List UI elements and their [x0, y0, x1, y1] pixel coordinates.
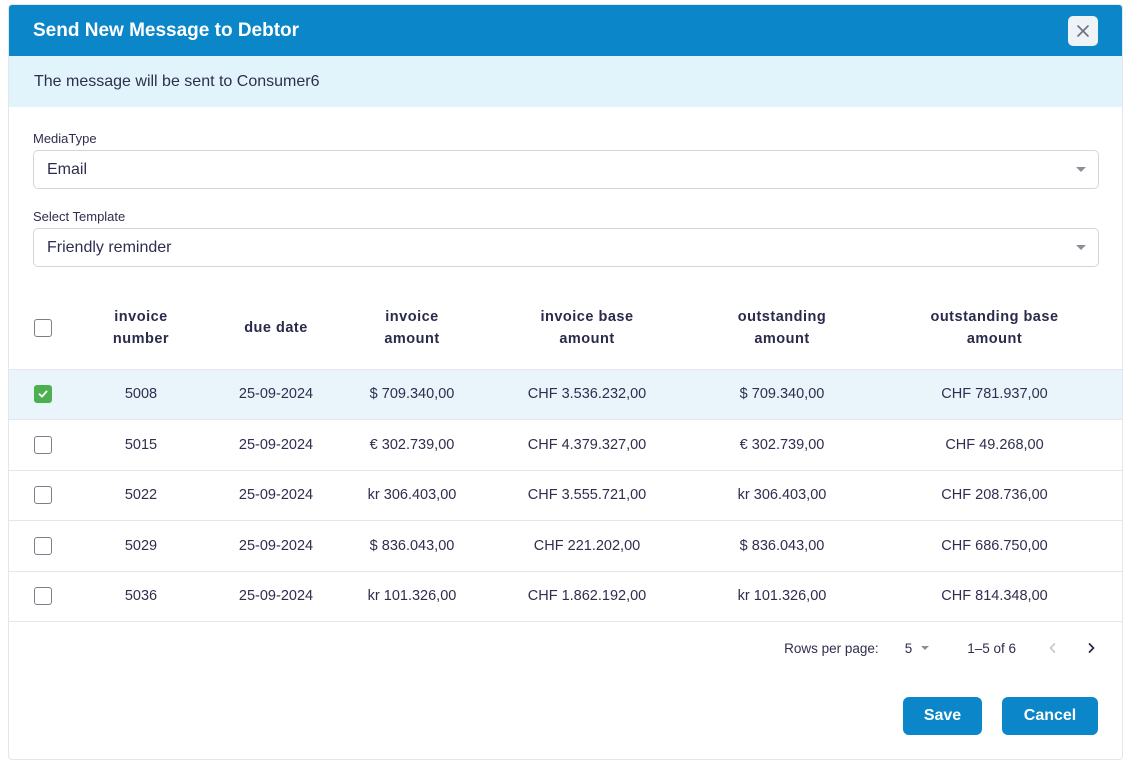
template-select[interactable]: Friendly reminder: [33, 228, 1099, 267]
save-button[interactable]: Save: [903, 697, 982, 735]
template-value: Friendly reminder: [47, 238, 172, 256]
template-field: Select Template Friendly reminder: [33, 209, 1099, 267]
media-type-value: Email: [47, 160, 88, 178]
table-row[interactable]: 5029 25-09-2024 $ 836.043,00 CHF 221.202…: [9, 520, 1122, 572]
cell-outstanding-amount: $ 836.043,00: [697, 520, 867, 572]
invoice-table-container: invoice number due date invoice amount i…: [9, 287, 1122, 622]
cell-invoice-amount: kr 306.403,00: [347, 470, 477, 521]
cell-due-date: 25-09-2024: [205, 520, 347, 572]
pagination: Rows per page: 5 1–5 of 6: [784, 635, 1104, 661]
media-type-label: MediaType: [33, 131, 97, 146]
cell-invoice-amount: $ 709.340,00: [347, 369, 477, 420]
banner-message: The message will be sent to Consumer6: [34, 72, 320, 90]
select-all-cell: [9, 287, 77, 370]
chevron-left-icon: [1049, 643, 1056, 653]
cell-invoice-base-amount: CHF 3.555.721,00: [477, 470, 697, 521]
cell-due-date: 25-09-2024: [205, 470, 347, 521]
cell-outstanding-base-amount: CHF 686.750,00: [867, 520, 1122, 572]
select-all-checkbox[interactable]: [34, 318, 52, 337]
dialog-title: Send New Message to Debtor: [33, 19, 300, 41]
cell-invoice-amount: $ 836.043,00: [347, 520, 477, 572]
row-checkbox[interactable]: [34, 587, 52, 606]
chevron-down-icon: [1076, 245, 1086, 250]
table-row[interactable]: 5036 25-09-2024 kr 101.326,00 CHF 1.862.…: [9, 571, 1122, 622]
row-checkbox[interactable]: [34, 385, 52, 404]
template-label: Select Template: [33, 209, 126, 224]
previous-page-button[interactable]: [1040, 635, 1066, 661]
row-checkbox[interactable]: [34, 435, 52, 454]
cell-outstanding-amount: $ 709.340,00: [697, 369, 867, 420]
info-banner: The message will be sent to Consumer6: [9, 56, 1122, 107]
rows-per-page-select[interactable]: 5: [905, 641, 930, 656]
cell-invoice-base-amount: CHF 221.202,00: [477, 520, 697, 572]
row-checkbox[interactable]: [34, 536, 52, 555]
cell-outstanding-base-amount: CHF 781.937,00: [867, 369, 1122, 420]
header-due-date[interactable]: due date: [205, 287, 347, 370]
cell-invoice-base-amount: CHF 4.379.327,00: [477, 419, 697, 471]
cell-outstanding-amount: kr 101.326,00: [697, 571, 867, 622]
header-invoice-base-amount[interactable]: invoice base amount: [477, 287, 697, 370]
cell-outstanding-base-amount: CHF 208.736,00: [867, 470, 1122, 521]
cell-invoice-base-amount: CHF 3.536.232,00: [477, 369, 697, 420]
rows-per-page-label: Rows per page:: [784, 640, 879, 656]
cell-outstanding-amount: kr 306.403,00: [697, 470, 867, 521]
table-header-row: invoice number due date invoice amount i…: [9, 287, 1122, 370]
chevron-right-icon: [1088, 643, 1095, 653]
header-invoice-amount[interactable]: invoice amount: [347, 287, 477, 370]
close-icon: [1077, 25, 1089, 37]
cell-due-date: 25-09-2024: [205, 419, 347, 471]
row-checkbox[interactable]: [34, 486, 52, 505]
close-button[interactable]: [1068, 16, 1098, 46]
checkmark-icon: [38, 390, 48, 398]
cell-invoice-number: 5029: [77, 520, 205, 572]
cell-invoice-base-amount: CHF 1.862.192,00: [477, 571, 697, 622]
next-page-button[interactable]: [1078, 635, 1104, 661]
table-row[interactable]: 5015 25-09-2024 € 302.739,00 CHF 4.379.3…: [9, 419, 1122, 471]
cell-due-date: 25-09-2024: [205, 571, 347, 622]
table-row[interactable]: 5022 25-09-2024 kr 306.403,00 CHF 3.555.…: [9, 470, 1122, 521]
header-outstanding-amount[interactable]: outstanding amount: [697, 287, 867, 370]
cell-invoice-number: 5008: [77, 369, 205, 420]
cell-invoice-number: 5022: [77, 470, 205, 521]
cancel-button[interactable]: Cancel: [1002, 697, 1098, 735]
chevron-down-icon: [921, 646, 930, 650]
rows-per-page-value: 5: [904, 640, 913, 656]
header-outstanding-base-amount[interactable]: outstanding base amount: [867, 287, 1122, 370]
cell-invoice-amount: € 302.739,00: [347, 419, 477, 471]
table-row[interactable]: 5008 25-09-2024 $ 709.340,00 CHF 3.536.2…: [9, 369, 1122, 420]
media-type-field: MediaType Email: [33, 131, 1099, 189]
media-type-select[interactable]: Email: [33, 150, 1099, 189]
pagination-range: 1–5 of 6: [967, 640, 1016, 656]
chevron-down-icon: [1076, 167, 1086, 172]
cell-outstanding-base-amount: CHF 814.348,00: [867, 571, 1122, 622]
cell-outstanding-base-amount: CHF 49.268,00: [867, 419, 1122, 471]
cell-invoice-number: 5036: [77, 571, 205, 622]
cell-outstanding-amount: € 302.739,00: [697, 419, 867, 471]
header-invoice-number[interactable]: invoice number: [77, 287, 205, 370]
send-message-dialog: Send New Message to Debtor The message w…: [8, 4, 1123, 760]
cell-due-date: 25-09-2024: [205, 369, 347, 420]
cell-invoice-amount: kr 101.326,00: [347, 571, 477, 622]
cell-invoice-number: 5015: [77, 419, 205, 471]
dialog-header: Send New Message to Debtor: [9, 5, 1122, 56]
invoice-table: invoice number due date invoice amount i…: [9, 287, 1122, 622]
